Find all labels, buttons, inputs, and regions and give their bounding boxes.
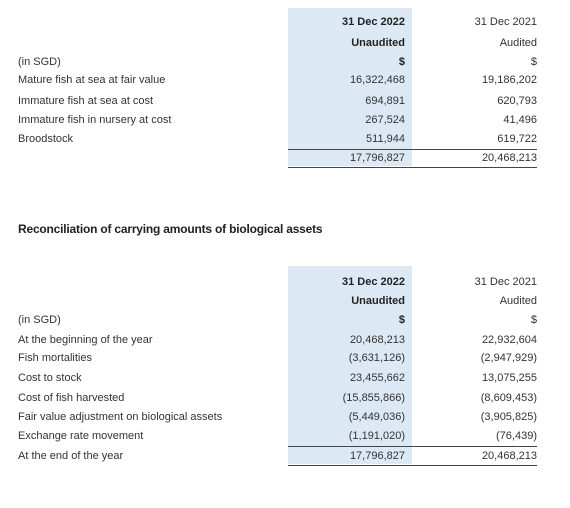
unit-label: (in SGD) xyxy=(18,56,61,68)
row-label: Immature fish at sea at cost xyxy=(18,95,154,107)
total-cell: 20,468,213 xyxy=(481,152,537,164)
column-header: Audited xyxy=(499,37,537,49)
cell: (8,609,453) xyxy=(480,392,537,404)
cell: (2,947,929) xyxy=(480,352,537,364)
cell: (76,439) xyxy=(496,430,537,442)
column-header: Audited xyxy=(499,295,537,307)
cell: 19,186,202 xyxy=(481,74,537,86)
row-label: Immature fish in nursery at cost xyxy=(18,114,172,126)
column-header: $ xyxy=(398,314,405,326)
row-label: Mature fish at sea at fair value xyxy=(18,74,166,86)
cell: 619,722 xyxy=(497,133,537,145)
row-label: Broodstock xyxy=(18,133,74,145)
row-label: At the end of the year xyxy=(18,450,124,462)
cell: 620,793 xyxy=(497,95,537,107)
rule-line xyxy=(288,465,537,466)
row-label: Exchange rate movement xyxy=(18,430,144,442)
column-header: $ xyxy=(530,314,537,326)
column-header: 31 Dec 2021 xyxy=(474,276,537,288)
column-header: 31 Dec 2021 xyxy=(474,16,537,28)
column-header: $ xyxy=(530,56,537,68)
cell: 694,891 xyxy=(365,95,405,107)
row-label: Cost of fish harvested xyxy=(18,392,125,404)
row-label: Fish mortalities xyxy=(18,352,92,364)
unit-label: (in SGD) xyxy=(18,314,61,326)
highlight-column xyxy=(288,266,412,464)
column-header: 31 Dec 2022 xyxy=(342,276,405,288)
row-label: At the beginning of the year xyxy=(18,334,153,346)
cell: 20,468,213 xyxy=(481,450,537,462)
cell: 20,468,213 xyxy=(349,334,405,346)
cell: 16,322,468 xyxy=(349,74,405,86)
column-header: Unaudited xyxy=(351,37,405,49)
cell: 13,075,255 xyxy=(481,372,537,384)
rule-line xyxy=(288,149,537,150)
cell: (3,631,126) xyxy=(348,352,405,364)
column-header: Unaudited xyxy=(351,295,405,307)
rule-line xyxy=(288,167,537,168)
cell: (15,855,866) xyxy=(342,392,405,404)
cell: (3,905,825) xyxy=(480,411,537,423)
row-label: Fair value adjustment on biological asse… xyxy=(18,411,223,423)
cell: 17,796,827 xyxy=(349,450,405,462)
cell: 267,524 xyxy=(365,114,405,126)
cell: (5,449,036) xyxy=(348,411,405,423)
section-title: Reconciliation of carrying amounts of bi… xyxy=(18,222,323,236)
cell: (1,191,020) xyxy=(348,430,405,442)
rule-line xyxy=(288,446,537,447)
highlight-column xyxy=(288,8,412,166)
column-header: 31 Dec 2022 xyxy=(342,16,405,28)
cell: 22,932,604 xyxy=(481,334,537,346)
total-cell: 17,796,827 xyxy=(349,152,405,164)
cell: 41,496 xyxy=(503,114,537,126)
cell: 23,455,662 xyxy=(349,372,405,384)
column-header: $ xyxy=(398,56,405,68)
row-label: Cost to stock xyxy=(18,372,82,384)
cell: 511,944 xyxy=(366,133,405,145)
